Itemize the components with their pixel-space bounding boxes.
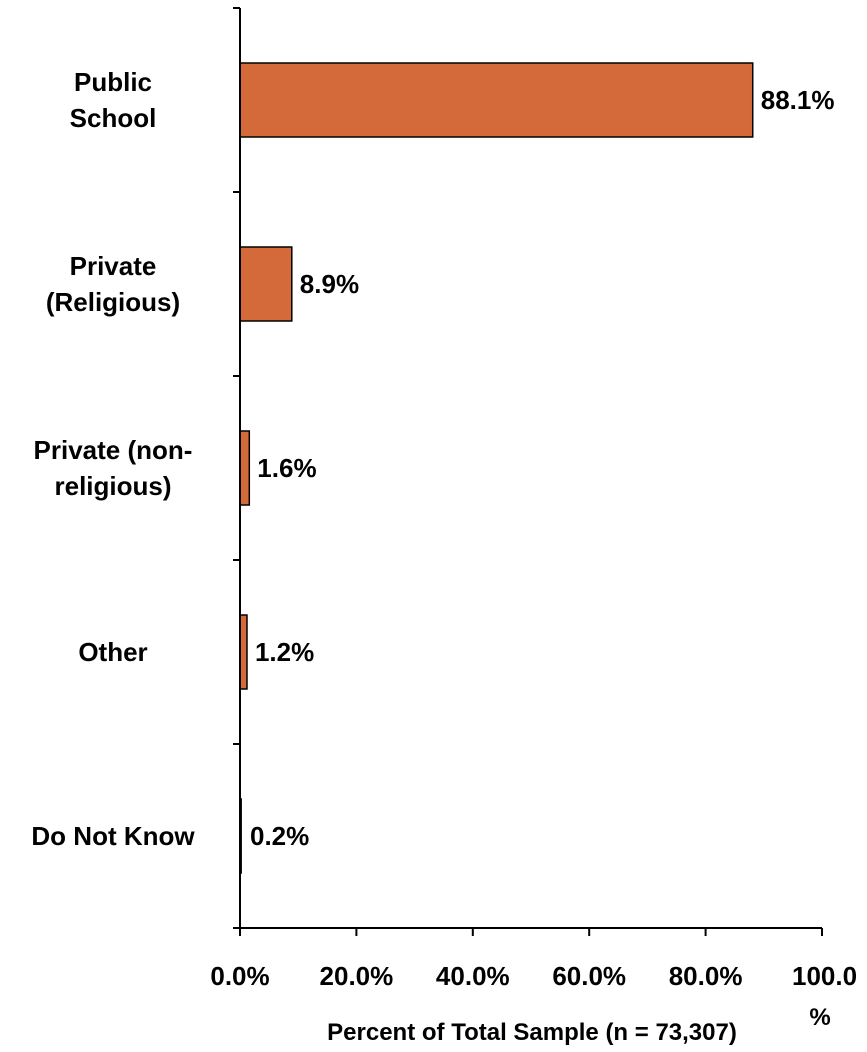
bar-0: [239, 62, 754, 138]
x-tick-label-3: 60.0%: [552, 961, 626, 991]
data-label-3: 1.2%: [255, 637, 314, 667]
axes-group: [233, 7, 823, 936]
category-labels-group: Public School Private (Religious) Private (n…: [31, 67, 195, 851]
category-label-line: Private (non-: [34, 435, 193, 465]
category-label-line: School: [70, 103, 157, 133]
category-label-0: Public School: [70, 67, 157, 133]
x-axis-title: Percent of Total Sample (n = 73,307): [327, 1019, 737, 1046]
category-label-1: Private (Religious): [46, 251, 180, 317]
category-label-line: Private: [70, 251, 157, 281]
x-tick-label-5: 100.0: [792, 961, 857, 991]
data-label-0: 88.1%: [761, 85, 835, 115]
category-label-line: Do Not Know: [31, 821, 195, 851]
x-tick-label-0: 0.0%: [210, 961, 269, 991]
bars-group: [239, 62, 754, 874]
bar-3: [239, 614, 248, 690]
data-label-1: 8.9%: [300, 269, 359, 299]
x-tick-label-4: 80.0%: [669, 961, 743, 991]
category-label-line: Other: [78, 637, 147, 667]
category-label-3: Other: [78, 637, 147, 667]
category-label-4: Do Not Know: [31, 821, 195, 851]
x-axis-title-suffix: %: [809, 1004, 830, 1031]
category-label-line: (Religious): [46, 287, 180, 317]
category-label-line: Public: [74, 67, 152, 97]
data-label-4: 0.2%: [250, 821, 309, 851]
bar-1: [239, 246, 293, 322]
x-tick-label-2: 40.0%: [436, 961, 510, 991]
x-tick-label-1: 20.0%: [320, 961, 394, 991]
data-label-2: 1.6%: [257, 453, 316, 483]
category-label-2: Private (non-religious): [34, 435, 193, 501]
data-labels-group: 88.1% 8.9% 1.6% 1.2% 0.2%: [250, 85, 834, 851]
x-tick-labels-group: 0.0% 20.0% 40.0% 60.0% 80.0% 100.0: [210, 961, 857, 991]
category-label-line: religious): [54, 471, 171, 501]
bar-2: [239, 430, 251, 506]
